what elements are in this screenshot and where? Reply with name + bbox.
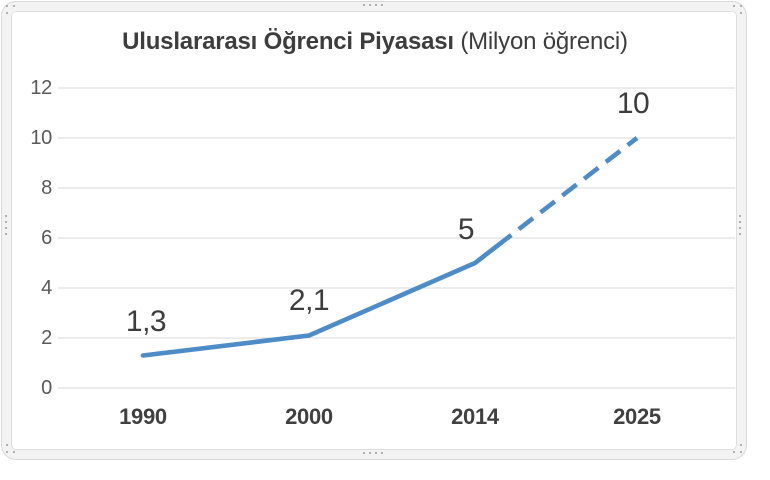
- resize-handle-bottom-right[interactable]: [731, 442, 742, 453]
- chart-title-unit: (Milyon öğrenci): [453, 28, 628, 55]
- x-axis-tick-label: 2000: [285, 404, 333, 429]
- y-axis-tick-label: 8: [41, 177, 52, 199]
- resize-handle-top-left[interactable]: [6, 5, 17, 16]
- y-axis-tick-label: 12: [30, 77, 52, 99]
- y-axis-tick-label: 0: [41, 377, 52, 399]
- data-label: 5: [457, 213, 475, 246]
- x-axis-tick-label: 2014: [451, 404, 499, 429]
- resize-handle-bottom[interactable]: [363, 452, 383, 454]
- chart-object-frame[interactable]: [2, 2, 746, 459]
- x-axis-tick-label: 2025: [613, 404, 661, 429]
- chart-title: Uluslararası Öğrenci Piyasası (Milyon öğ…: [12, 27, 738, 57]
- resize-handle-right[interactable]: [739, 215, 741, 235]
- x-axis-tick-label: 1990: [119, 404, 167, 429]
- chart-title-main: Uluslararası Öğrenci Piyasası: [122, 28, 454, 55]
- data-label: 2,1: [288, 283, 330, 317]
- y-axis-tick-label: 4: [41, 277, 52, 299]
- resize-handle-bottom-left[interactable]: [6, 442, 17, 453]
- resize-handle-left[interactable]: [5, 215, 7, 235]
- y-axis-tick-label: 2: [41, 327, 52, 349]
- data-label: 1,3: [125, 304, 167, 338]
- y-axis-tick-label: 6: [41, 227, 52, 249]
- data-label: 10: [616, 87, 650, 120]
- resize-handle-top-right[interactable]: [731, 5, 742, 16]
- y-axis-tick-label: 10: [30, 127, 52, 149]
- resize-handle-top[interactable]: [363, 4, 383, 6]
